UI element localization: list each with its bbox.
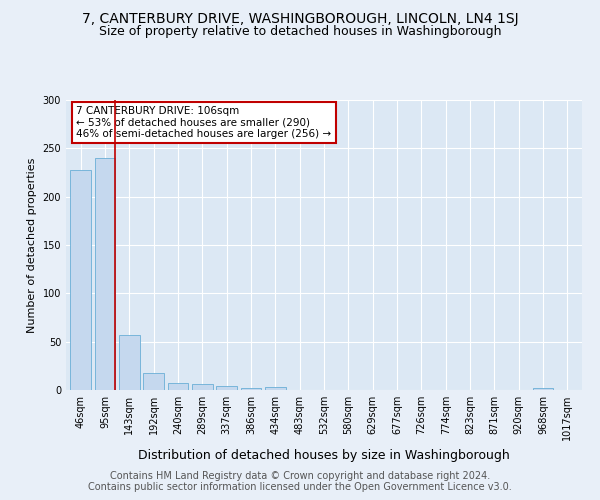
Bar (192, 384, 212, 390)
Bar (70, 170, 91, 390)
Text: 7 CANTERBURY DRIVE: 106sqm
← 53% of detached houses are smaller (290)
46% of sem: 7 CANTERBURY DRIVE: 106sqm ← 53% of deta… (76, 106, 331, 139)
Bar (216, 386, 237, 390)
Y-axis label: Number of detached properties: Number of detached properties (27, 158, 37, 332)
Bar (241, 388, 262, 390)
Bar (167, 383, 188, 390)
Text: Contains HM Land Registry data © Crown copyright and database right 2024.
Contai: Contains HM Land Registry data © Crown c… (88, 471, 512, 492)
Bar (533, 388, 553, 390)
Bar (119, 335, 140, 390)
X-axis label: Distribution of detached houses by size in Washingborough: Distribution of detached houses by size … (138, 448, 510, 462)
Text: 7, CANTERBURY DRIVE, WASHINGBOROUGH, LINCOLN, LN4 1SJ: 7, CANTERBURY DRIVE, WASHINGBOROUGH, LIN… (82, 12, 518, 26)
Bar (265, 387, 286, 390)
Text: Size of property relative to detached houses in Washingborough: Size of property relative to detached ho… (99, 25, 501, 38)
Bar (95, 158, 115, 390)
Bar (143, 372, 164, 390)
